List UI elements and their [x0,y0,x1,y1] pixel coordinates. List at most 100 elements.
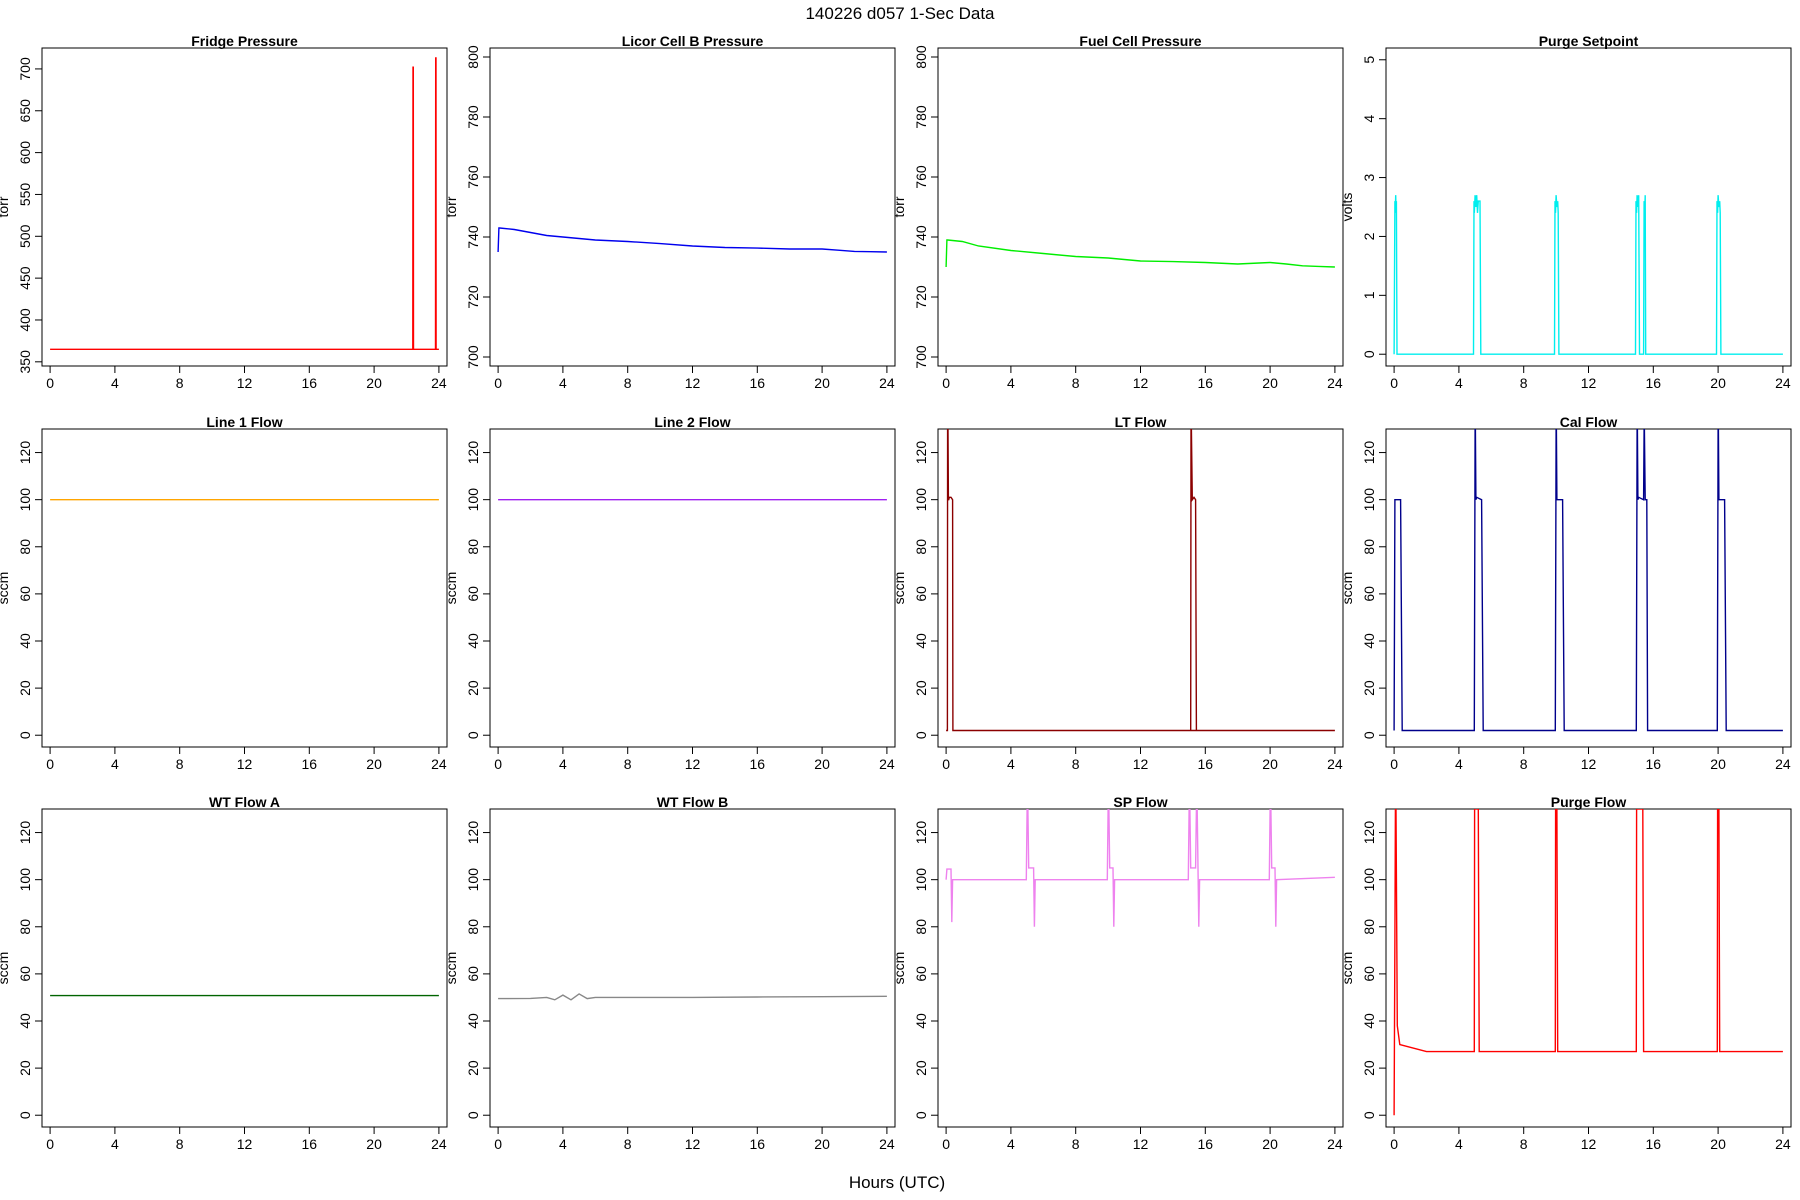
y-tick-label: 60 [465,586,481,602]
y-tick-label: 0 [17,1111,33,1119]
x-tick-label: 12 [237,1136,253,1152]
x-tick-label: 12 [237,375,253,391]
y-tick-label: 100 [1361,868,1377,892]
x-tick-label: 12 [1133,1136,1149,1152]
x-tick-label: 20 [1262,1136,1278,1152]
y-tick-label: 100 [465,868,481,892]
x-tick-label: 8 [176,375,184,391]
x-tick-label: 12 [1133,375,1149,391]
y-tick-label: 700 [913,345,929,369]
y-tick-label: 600 [17,141,33,165]
y-tick-label: 40 [1361,633,1377,649]
y-tick-label: 120 [17,441,33,465]
panel-1: Licor Cell B Pressure torr 0 4 8 12 16 20 24 700 7… [443,33,896,391]
x-tick-label: 0 [46,756,54,772]
x-tick-label: 4 [1455,756,1463,772]
panel-4: Line 1 Flow sccm 0 4 8 12 16 20 24 0 20 40 60 80 100 12… [0,414,448,772]
y-tick-label: 80 [465,539,481,555]
y-tick-label: 5 [1361,56,1377,64]
y-tick-label: 120 [1361,441,1377,465]
plot-frame [41,808,448,1128]
y-tick-label: 700 [465,345,481,369]
series-line [1393,195,1783,355]
panel-0: Fridge Pressure torr 0 4 8 12 16 20 24 350 400 450 5… [0,33,448,391]
y-tick-label: 100 [465,488,481,512]
series-line [945,239,1335,268]
x-tick-label: 4 [111,1136,119,1152]
y-tick-label: 100 [17,488,33,512]
x-tick-label: 16 [1198,756,1214,772]
x-tick-label: 24 [1775,756,1791,772]
x-tick-label: 24 [1327,1136,1343,1152]
y-tick-label: 0 [465,1111,481,1119]
x-tick-label: 12 [685,756,701,772]
panel-title: Licor Cell B Pressure [622,33,764,49]
y-tick-label: 4 [1361,115,1377,123]
panel-5: Line 2 Flow sccm 0 4 8 12 16 20 24 0 20 40 60 80 100 12… [443,414,896,772]
y-tick-label: 20 [913,680,929,696]
plot-frame [41,428,448,748]
x-tick-label: 16 [1198,375,1214,391]
x-tick-label: 8 [1520,756,1528,772]
figure-xlabel: Hours (UTC) [849,1173,945,1192]
x-tick-label: 16 [302,375,318,391]
x-tick-label: 24 [1327,375,1343,391]
y-tick-label: 20 [465,680,481,696]
y-tick-label: 550 [17,183,33,207]
x-tick-label: 0 [942,756,950,772]
plot-frame [937,428,1344,748]
y-tick-label: 650 [17,99,33,123]
x-tick-label: 24 [1775,1136,1791,1152]
x-tick-label: 4 [1007,1136,1015,1152]
x-tick-label: 16 [1198,1136,1214,1152]
x-tick-label: 12 [237,756,253,772]
y-tick-label: 3 [1361,173,1377,181]
panel-11: Purge Flow sccm 0 4 8 12 16 20 24 0 20 40 60 80 100 120 [1339,794,1792,1152]
y-tick-label: 120 [17,821,33,845]
plot-frame [41,47,448,367]
series-line [945,809,1335,927]
series-line [498,993,887,1001]
x-tick-label: 20 [1710,756,1726,772]
y-tick-label: 60 [1361,586,1377,602]
y-tick-label: 100 [913,868,929,892]
panel-8: WT Flow A sccm 0 4 8 12 16 20 24 0 20 40 60 80 100 120 [0,794,448,1152]
plot-frame [1385,47,1792,367]
y-tick-label: 120 [1361,821,1377,845]
y-tick-label: 20 [1361,1060,1377,1076]
x-tick-label: 0 [46,375,54,391]
y-tick-label: 760 [913,165,929,189]
x-tick-label: 20 [1710,1136,1726,1152]
x-tick-label: 20 [1262,756,1278,772]
y-tick-label: 80 [1361,539,1377,555]
y-tick-label: 120 [465,821,481,845]
x-tick-label: 4 [559,1136,567,1152]
x-tick-label: 0 [1390,756,1398,772]
y-tick-label: 60 [465,966,481,982]
x-tick-label: 8 [1520,375,1528,391]
y-tick-label: 760 [465,165,481,189]
panel-title: SP Flow [1113,794,1167,810]
x-tick-label: 16 [302,1136,318,1152]
y-tick-label: 100 [913,488,929,512]
x-tick-label: 8 [624,1136,632,1152]
y-tick-label: 0 [913,731,929,739]
y-tick-label: 0 [913,1111,929,1119]
panel-title: WT Flow A [209,794,280,810]
y-tick-label: 720 [913,285,929,309]
y-tick-label: 40 [465,633,481,649]
x-tick-label: 8 [1072,756,1080,772]
y-tick-label: 20 [17,1060,33,1076]
y-tick-label: 740 [465,225,481,249]
x-tick-label: 0 [942,1136,950,1152]
x-tick-label: 0 [494,756,502,772]
y-tick-label: 80 [913,919,929,935]
y-tick-label: 20 [1361,680,1377,696]
y-tick-label: 80 [17,539,33,555]
panel-6: LT Flow sccm 0 4 8 12 16 20 24 0 20 40 60 80 100 120 [891,414,1344,772]
y-tick-label: 40 [913,633,929,649]
y-tick-label: 720 [465,285,481,309]
x-tick-label: 8 [624,756,632,772]
y-tick-label: 450 [17,266,33,290]
